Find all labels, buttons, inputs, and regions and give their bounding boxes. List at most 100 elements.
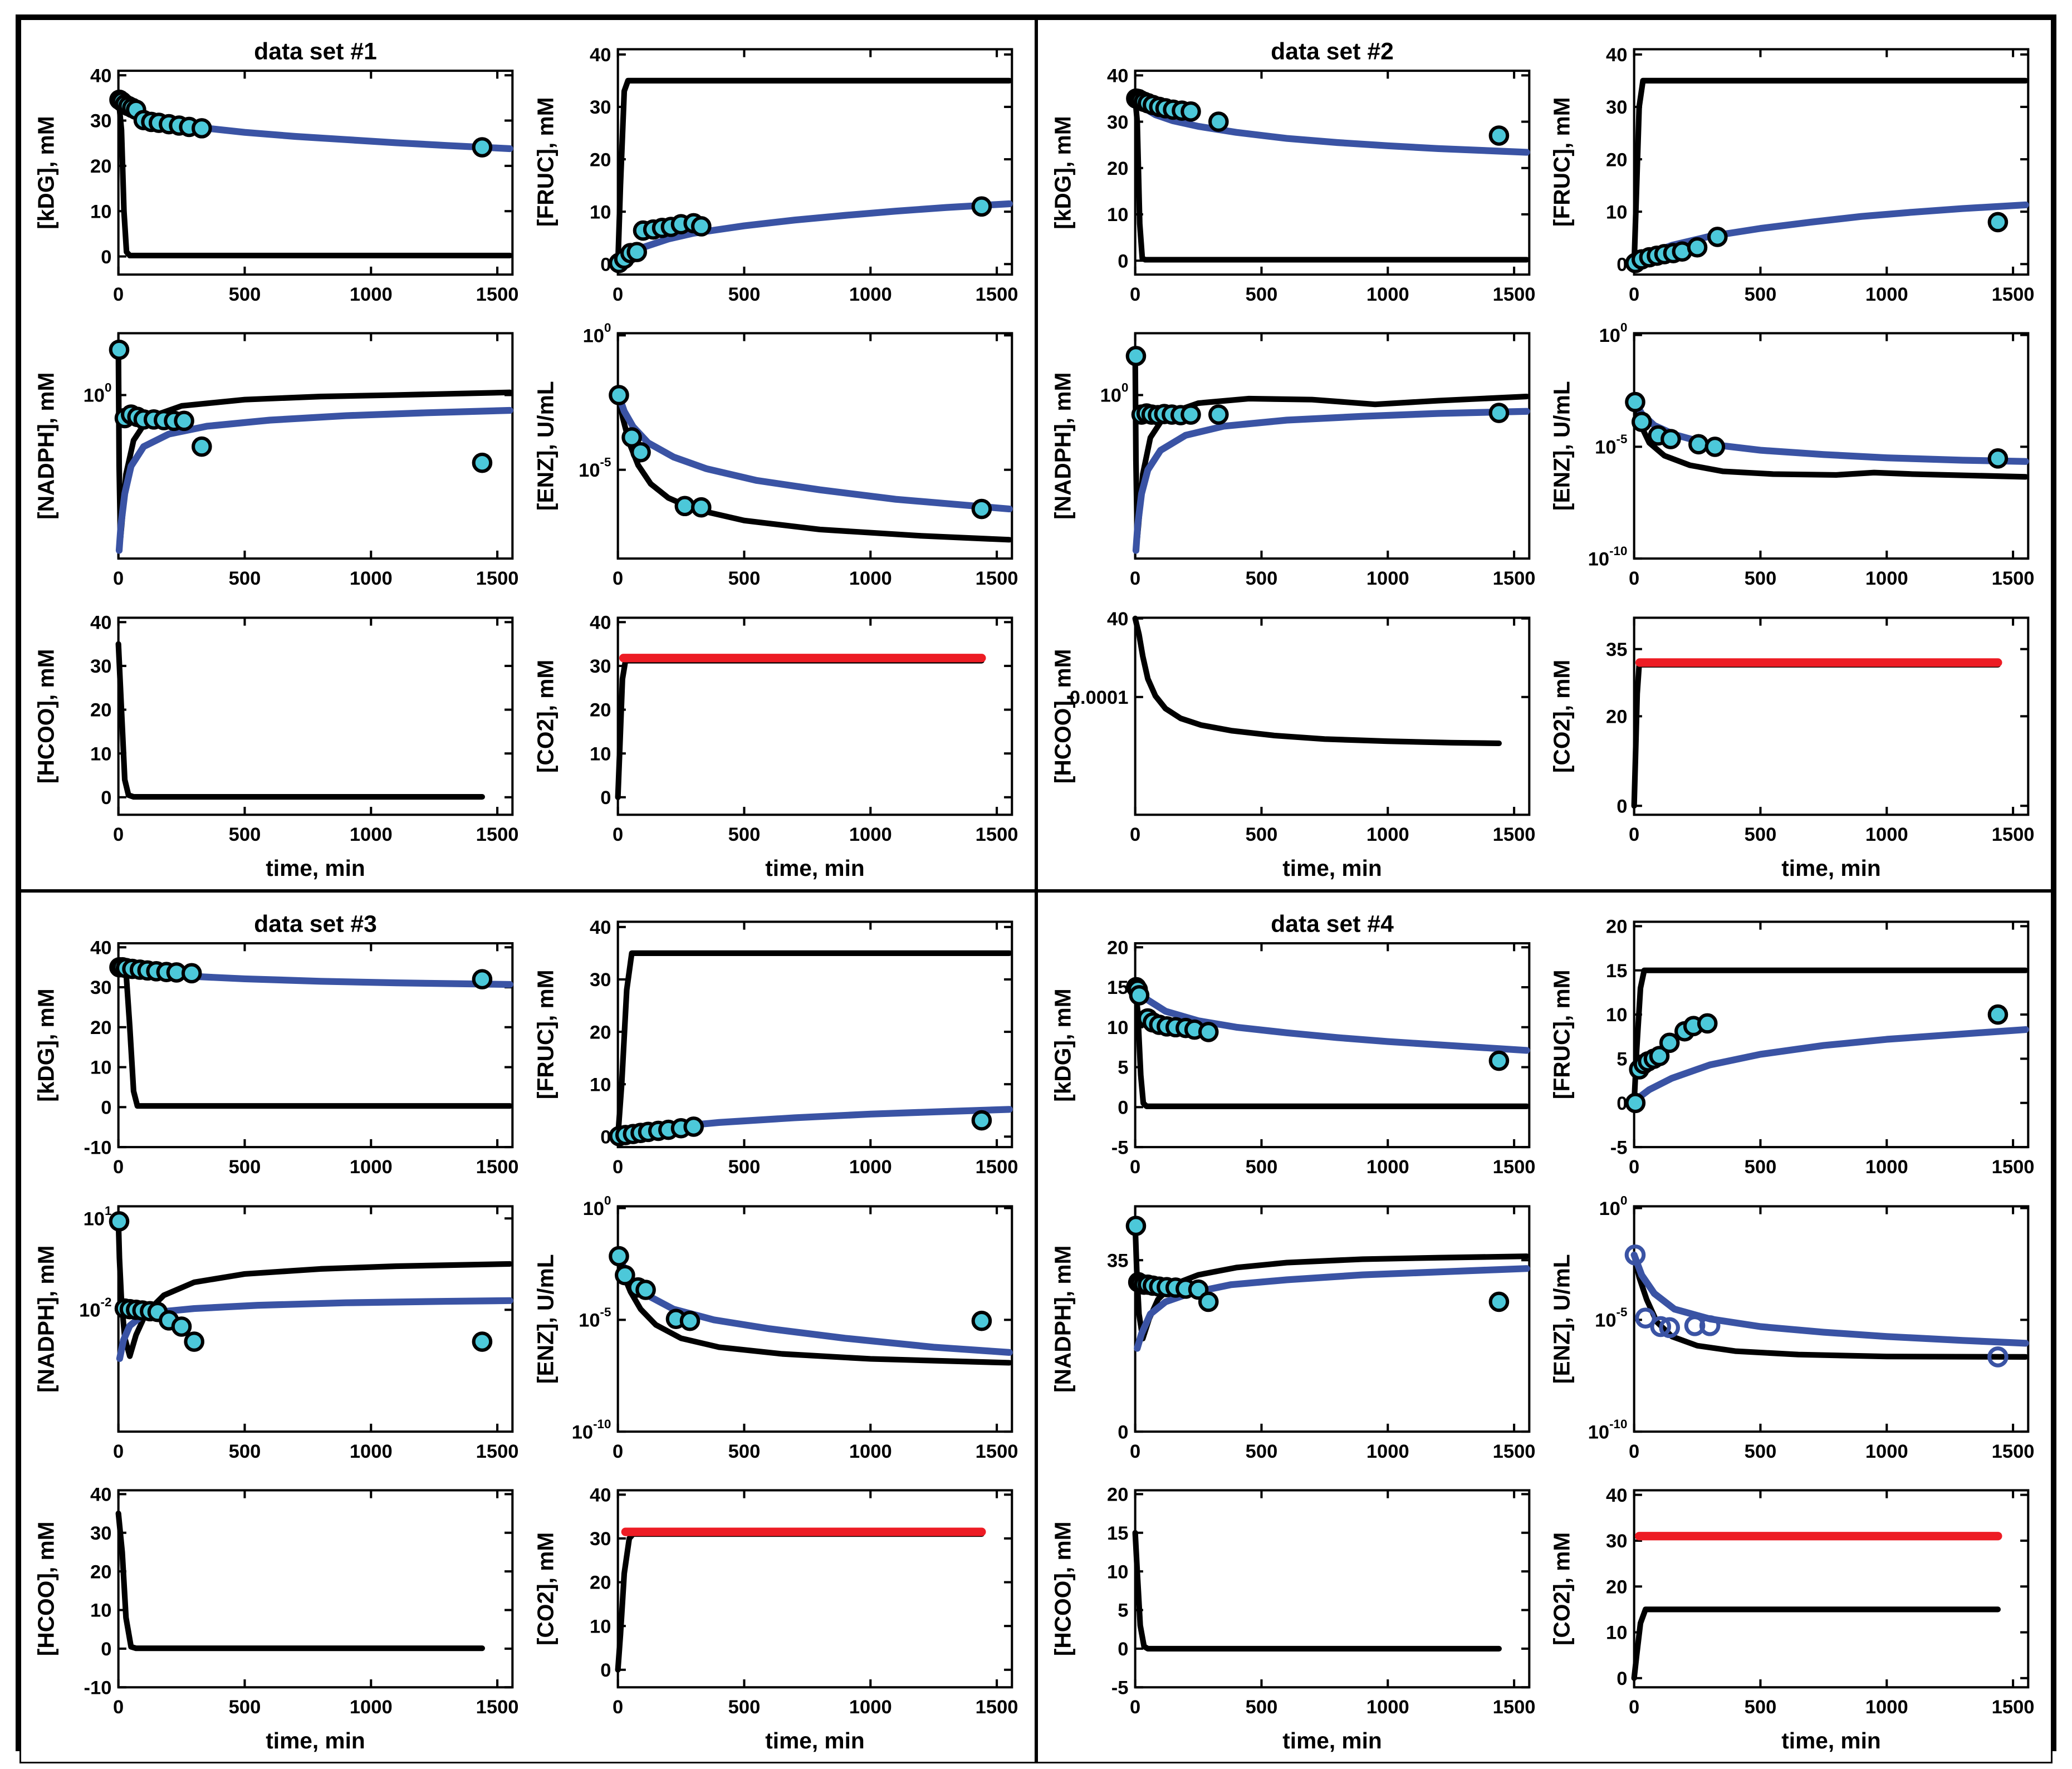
svg-text:15: 15 [1107,1523,1128,1544]
plot-ds4-hcoo: 0 500 1000 1500 -5 0 5 10 15 20 time, min [HCOO], m… [1045,1475,1544,1759]
svg-text:1000: 1000 [849,1697,892,1718]
svg-text:30: 30 [590,969,611,991]
svg-text:500: 500 [1245,568,1277,589]
svg-text:40: 40 [1606,45,1627,66]
svg-text:1500: 1500 [1992,1157,2035,1178]
panel-dataset-1: 0 500 1000 1500 0 10 20 30 40 data set #1 [kDG], m… [19,18,1036,891]
svg-text:10-10: 10-10 [1588,1417,1628,1443]
svg-text:30: 30 [590,97,611,118]
svg-text:0: 0 [101,787,111,808]
svg-text:30: 30 [1606,97,1627,118]
svg-text:30: 30 [90,111,111,132]
svg-text:35: 35 [1107,1250,1128,1271]
svg-text:20: 20 [1606,149,1627,170]
svg-text:0: 0 [1118,1097,1128,1119]
svg-text:[kDG], mM: [kDG], mM [33,989,59,1102]
svg-text:-10: -10 [84,1137,112,1158]
plot-ds2-kdg: 0 500 1000 1500 0 10 20 30 40 data set #2 [kDG], m… [1045,35,1544,318]
svg-text:1500: 1500 [476,1157,519,1178]
plot-ds3-nadph: 0 500 1000 1500 101 10-2 [NADPH], mM [29,1191,527,1474]
svg-text:0: 0 [1130,1157,1140,1178]
svg-text:10: 10 [590,1616,611,1637]
svg-text:100: 100 [1100,381,1128,406]
svg-text:500: 500 [229,568,261,589]
svg-text:1000: 1000 [1865,284,1908,305]
svg-text:[CO2], mM: [CO2], mM [1549,1532,1575,1645]
svg-text:1500: 1500 [975,1697,1018,1718]
svg-text:0: 0 [101,1097,111,1119]
svg-text:1500: 1500 [1992,284,2035,305]
svg-text:10: 10 [1606,1004,1627,1026]
svg-text:0: 0 [613,1697,623,1718]
svg-text:[kDG], mM: [kDG], mM [33,116,59,229]
svg-text:0: 0 [1130,1440,1140,1462]
svg-text:500: 500 [1745,568,1777,589]
svg-text:20: 20 [590,1022,611,1043]
svg-text:500: 500 [1745,824,1777,845]
svg-text:10-5: 10-5 [579,455,611,481]
svg-text:40: 40 [590,45,611,66]
svg-text:[HCOO], mM: [HCOO], mM [33,649,59,783]
svg-text:101: 101 [84,1204,112,1229]
svg-text:20: 20 [1606,1576,1627,1598]
svg-text:1000: 1000 [1865,1157,1908,1178]
svg-text:10-10: 10-10 [571,1417,611,1443]
svg-text:40: 40 [590,917,611,938]
svg-text:5: 5 [1118,1600,1128,1621]
svg-text:0: 0 [1118,1422,1128,1443]
svg-text:500: 500 [728,1157,760,1178]
svg-text:1500: 1500 [476,1440,519,1462]
svg-text:500: 500 [1245,1697,1277,1718]
svg-text:time, min: time, min [266,1728,365,1753]
svg-text:0: 0 [1617,254,1627,275]
svg-text:[HCOO], mM: [HCOO], mM [33,1521,59,1656]
svg-text:-5: -5 [1610,1137,1628,1158]
plot-ds2-co2: 0 500 1000 1500 0 20 35 time, min [CO2], mM [1545,602,2043,886]
svg-text:1000: 1000 [1366,824,1409,845]
svg-text:0: 0 [600,254,611,275]
svg-text:0: 0 [1629,1697,1639,1718]
plot-ds3-kdg: 0 500 1000 1500 -10 0 10 20 30 40 data set #3 [kDG]… [29,907,527,1190]
svg-text:0: 0 [1118,1639,1128,1660]
svg-text:[NADPH], mM: [NADPH], mM [1050,1245,1075,1392]
svg-text:0: 0 [600,1660,611,1681]
svg-text:500: 500 [1245,1440,1277,1462]
svg-text:1500: 1500 [476,824,519,845]
plot-ds1-hcoo: 0 500 1000 1500 0 10 20 30 40 time, min [HCOO], mM [29,602,527,886]
svg-text:10: 10 [90,201,111,222]
svg-text:1500: 1500 [1492,284,1535,305]
svg-text:20: 20 [90,1017,111,1038]
svg-text:40: 40 [1107,66,1128,87]
svg-text:20: 20 [590,1572,611,1594]
svg-text:0: 0 [1130,568,1140,589]
svg-text:20: 20 [90,156,111,177]
svg-text:data set #4: data set #4 [1271,911,1394,938]
plot-ds2-nadph: 0 500 1000 1500 100 [NADPH], mM [1045,318,1544,602]
svg-text:0: 0 [113,1440,124,1462]
svg-text:30: 30 [90,656,111,677]
svg-text:10: 10 [1107,1561,1128,1582]
svg-text:10-5: 10-5 [1595,433,1627,458]
svg-text:0: 0 [113,284,124,305]
svg-text:1500: 1500 [476,1697,519,1718]
svg-text:1000: 1000 [350,1440,393,1462]
svg-text:1000: 1000 [849,284,892,305]
plot-ds1-fruc: 0 500 1000 1500 0 10 20 30 40 [FRUC], mM [528,35,1027,318]
svg-text:1000: 1000 [350,1697,393,1718]
svg-text:1500: 1500 [1992,568,2035,589]
svg-text:100: 100 [582,321,611,347]
svg-text:0: 0 [613,568,623,589]
svg-text:1500: 1500 [975,1157,1018,1178]
svg-text:0: 0 [1130,1697,1140,1718]
svg-text:[FRUC], mM: [FRUC], mM [1549,97,1575,227]
svg-text:1500: 1500 [476,284,519,305]
svg-text:10: 10 [90,743,111,765]
svg-text:[CO2], mM: [CO2], mM [532,1532,558,1645]
svg-text:1000: 1000 [350,284,393,305]
plot-ds4-co2: 0 500 1000 1500 0 10 20 30 40 time, min [CO2], mM [1545,1475,2043,1759]
svg-text:20: 20 [590,149,611,170]
svg-text:10: 10 [1107,204,1128,226]
svg-text:500: 500 [728,284,760,305]
svg-text:500: 500 [1745,1440,1777,1462]
svg-text:10-5: 10-5 [1595,1305,1627,1331]
